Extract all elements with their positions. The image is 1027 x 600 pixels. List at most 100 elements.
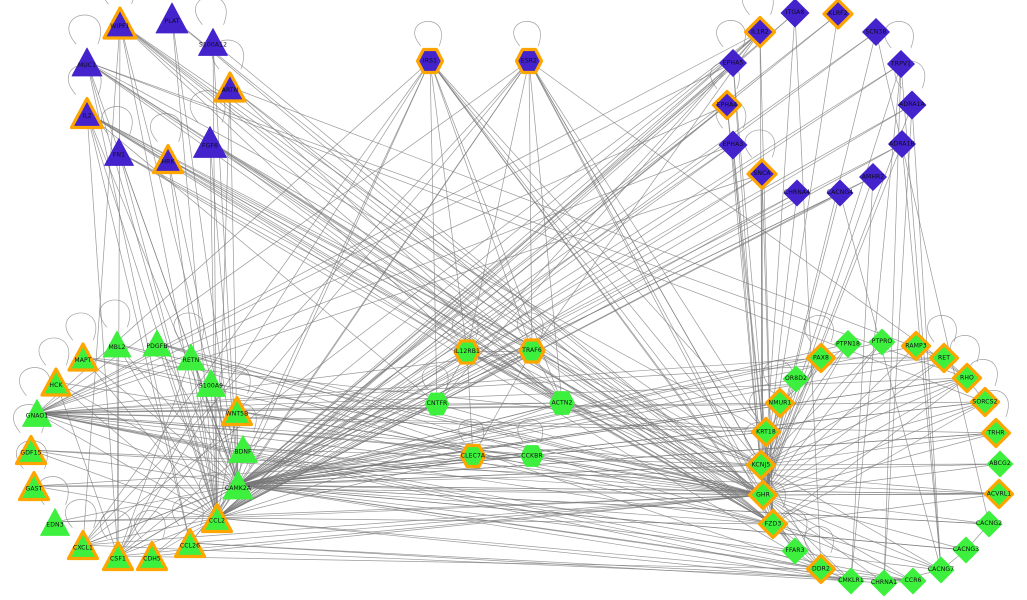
graph-node-hrk[interactable]: HRK [151, 143, 185, 175]
graph-node-cdh5[interactable]: CDH5 [135, 540, 169, 572]
graph-node-cckbr[interactable]: CCKBR [520, 444, 545, 469]
graph-node-gdf15[interactable]: GDF15 [14, 434, 48, 466]
graph-node-ccr6[interactable]: CCR6 [899, 567, 927, 595]
node-glyph [757, 508, 789, 540]
diamond-shape-icon [764, 387, 796, 419]
node-glyph [897, 90, 927, 120]
node-glyph [899, 567, 927, 595]
graph-node-esr2[interactable]: ESR2 [514, 47, 544, 75]
graph-node-klrf2[interactable]: KLRF2 [822, 0, 854, 30]
graph-node-traf6[interactable]: TRAF6 [518, 338, 546, 364]
graph-node-amhr2[interactable]: AMHR2 [859, 163, 888, 192]
graph-node-il12rb1[interactable]: IL12RB1 [453, 339, 481, 365]
graph-node-chrna1[interactable]: CHRNA1 [870, 569, 898, 597]
graph-node-plat[interactable]: PLAT [155, 1, 189, 35]
node-glyph [135, 540, 169, 572]
graph-node-cacng3[interactable]: CACNG3 [952, 536, 980, 564]
graph-node-ptpn18[interactable]: PTPN18 [834, 330, 863, 359]
node-glyph [747, 479, 779, 511]
graph-node-camk2a[interactable]: CAMK2A [222, 469, 254, 501]
graph-node-ccl26[interactable]: CCL26 [173, 527, 207, 559]
graph-node-fzd3[interactable]: FZD3 [757, 508, 789, 540]
triangle-shape-icon [193, 126, 227, 158]
triangle-shape-icon [66, 529, 100, 561]
graph-node-trhr[interactable]: TRHR [980, 417, 1012, 449]
graph-node-il2[interactable]: IL2 [69, 96, 105, 130]
node-glyph [67, 342, 99, 372]
graph-node-gnao1[interactable]: GNAO1 [22, 398, 53, 429]
graph-node-nmur1[interactable]: NMUR1 [764, 387, 796, 419]
graph-node-ramp3[interactable]: RAMP3 [900, 330, 932, 362]
graph-node-il1r2[interactable]: IL1R2 [743, 15, 777, 49]
node-glyph [983, 478, 1015, 510]
graph-node-mapt[interactable]: MAPT [67, 342, 99, 372]
graph-node-gast[interactable]: GAST [17, 470, 51, 502]
graph-node-cacng4[interactable]: CACNG4 [826, 179, 854, 207]
graph-node-s100a12[interactable]: S100A12 [198, 27, 229, 58]
triangle-shape-icon [69, 96, 105, 130]
graph-node-ddr2[interactable]: DDR2 [805, 553, 837, 585]
graph-node-kcnj5[interactable]: KCNJ5 [745, 449, 777, 481]
graph-node-trpv1[interactable]: TRPV1 [887, 50, 916, 79]
diamond-shape-icon [927, 556, 955, 584]
graph-node-fn1[interactable]: FN1 [104, 137, 135, 168]
triangle-shape-icon [220, 395, 254, 427]
graph-node-adra1b[interactable]: ADRA1B [888, 130, 917, 159]
hexagon-shape-icon [514, 47, 544, 75]
graph-node-epha5[interactable]: EPHA5 [719, 49, 748, 78]
graph-node-cxcl1[interactable]: CXCL1 [66, 529, 100, 561]
diamond-shape-icon [757, 508, 789, 540]
graph-node-cmklr1[interactable]: CMKLR1 [837, 567, 865, 595]
graph-node-snca[interactable]: SNCA [746, 158, 778, 190]
graph-node-bdnf[interactable]: BDNF [228, 434, 259, 465]
graph-node-scn3b[interactable]: SCN3B [862, 18, 891, 47]
graph-node-actn2[interactable]: ACTN2 [549, 390, 576, 417]
graph-node-edn3[interactable]: EDN3 [40, 507, 71, 538]
node-glyph [822, 0, 854, 30]
node-glyph [101, 540, 135, 572]
graph-node-wipf1[interactable]: WIPF1 [102, 6, 138, 40]
graph-node-ffar3[interactable]: FFAR3 [781, 537, 809, 565]
node-glyph [424, 392, 450, 416]
graph-node-adra1a[interactable]: ADRA1A [897, 90, 927, 120]
triangle-shape-icon [102, 6, 138, 40]
node-glyph [870, 569, 898, 597]
graph-node-cntfr[interactable]: CNTFR [424, 391, 450, 417]
graph-node-muc1[interactable]: MUC1 [71, 46, 103, 78]
graph-node-chrna4[interactable]: CHRNA4 [783, 179, 811, 207]
graph-node-pdgfb[interactable]: PDGFB [142, 328, 172, 358]
graph-node-clec7a[interactable]: CLEC7A [459, 443, 487, 469]
graph-node-mbl2[interactable]: MBL2 [102, 329, 132, 359]
diamond-shape-icon [805, 553, 837, 585]
graph-node-cacng2[interactable]: CACNG2 [975, 510, 1003, 538]
node-glyph [718, 130, 748, 160]
triangle-shape-icon [173, 527, 207, 559]
graph-node-sorcs2[interactable]: SORCS2 [969, 386, 1001, 418]
graph-node-ghr[interactable]: GHR [747, 479, 779, 511]
node-glyph [104, 138, 134, 166]
graph-node-krt18[interactable]: KRT18 [750, 416, 782, 448]
graph-node-wnt5b[interactable]: WNT5B [220, 395, 254, 427]
graph-node-acvrl1[interactable]: ACVRL1 [983, 478, 1015, 510]
graph-node-epha3[interactable]: EPHA3 [718, 130, 748, 160]
graph-node-epha4[interactable]: EPHA4 [711, 89, 743, 121]
graph-node-pax8[interactable]: PAX8 [805, 342, 837, 374]
graph-node-csf1[interactable]: CSF1 [101, 540, 135, 572]
node-glyph [980, 417, 1012, 449]
diamond-shape-icon [750, 416, 782, 448]
graph-node-hck[interactable]: HCK [40, 367, 72, 397]
graph-node-abcg2[interactable]: ABCG2 [986, 450, 1014, 478]
graph-node-itga8[interactable]: ITGA8 [780, 0, 810, 28]
diamond-shape-icon [781, 537, 809, 565]
graph-node-irs1[interactable]: IRS1 [415, 47, 445, 75]
node-glyph [40, 508, 70, 536]
graph-node-ptpro[interactable]: PTPRO [868, 328, 896, 356]
diamond-shape-icon [986, 450, 1014, 478]
graph-node-ccl2[interactable]: CCL2 [200, 502, 234, 534]
graph-node-s100a9[interactable]: S100A9 [196, 368, 227, 399]
graph-node-artn[interactable]: ARTN [213, 71, 247, 103]
graph-node-cacng7[interactable]: CACNG7 [927, 556, 955, 584]
graph-node-fgf6[interactable]: FGF6 [193, 125, 228, 160]
